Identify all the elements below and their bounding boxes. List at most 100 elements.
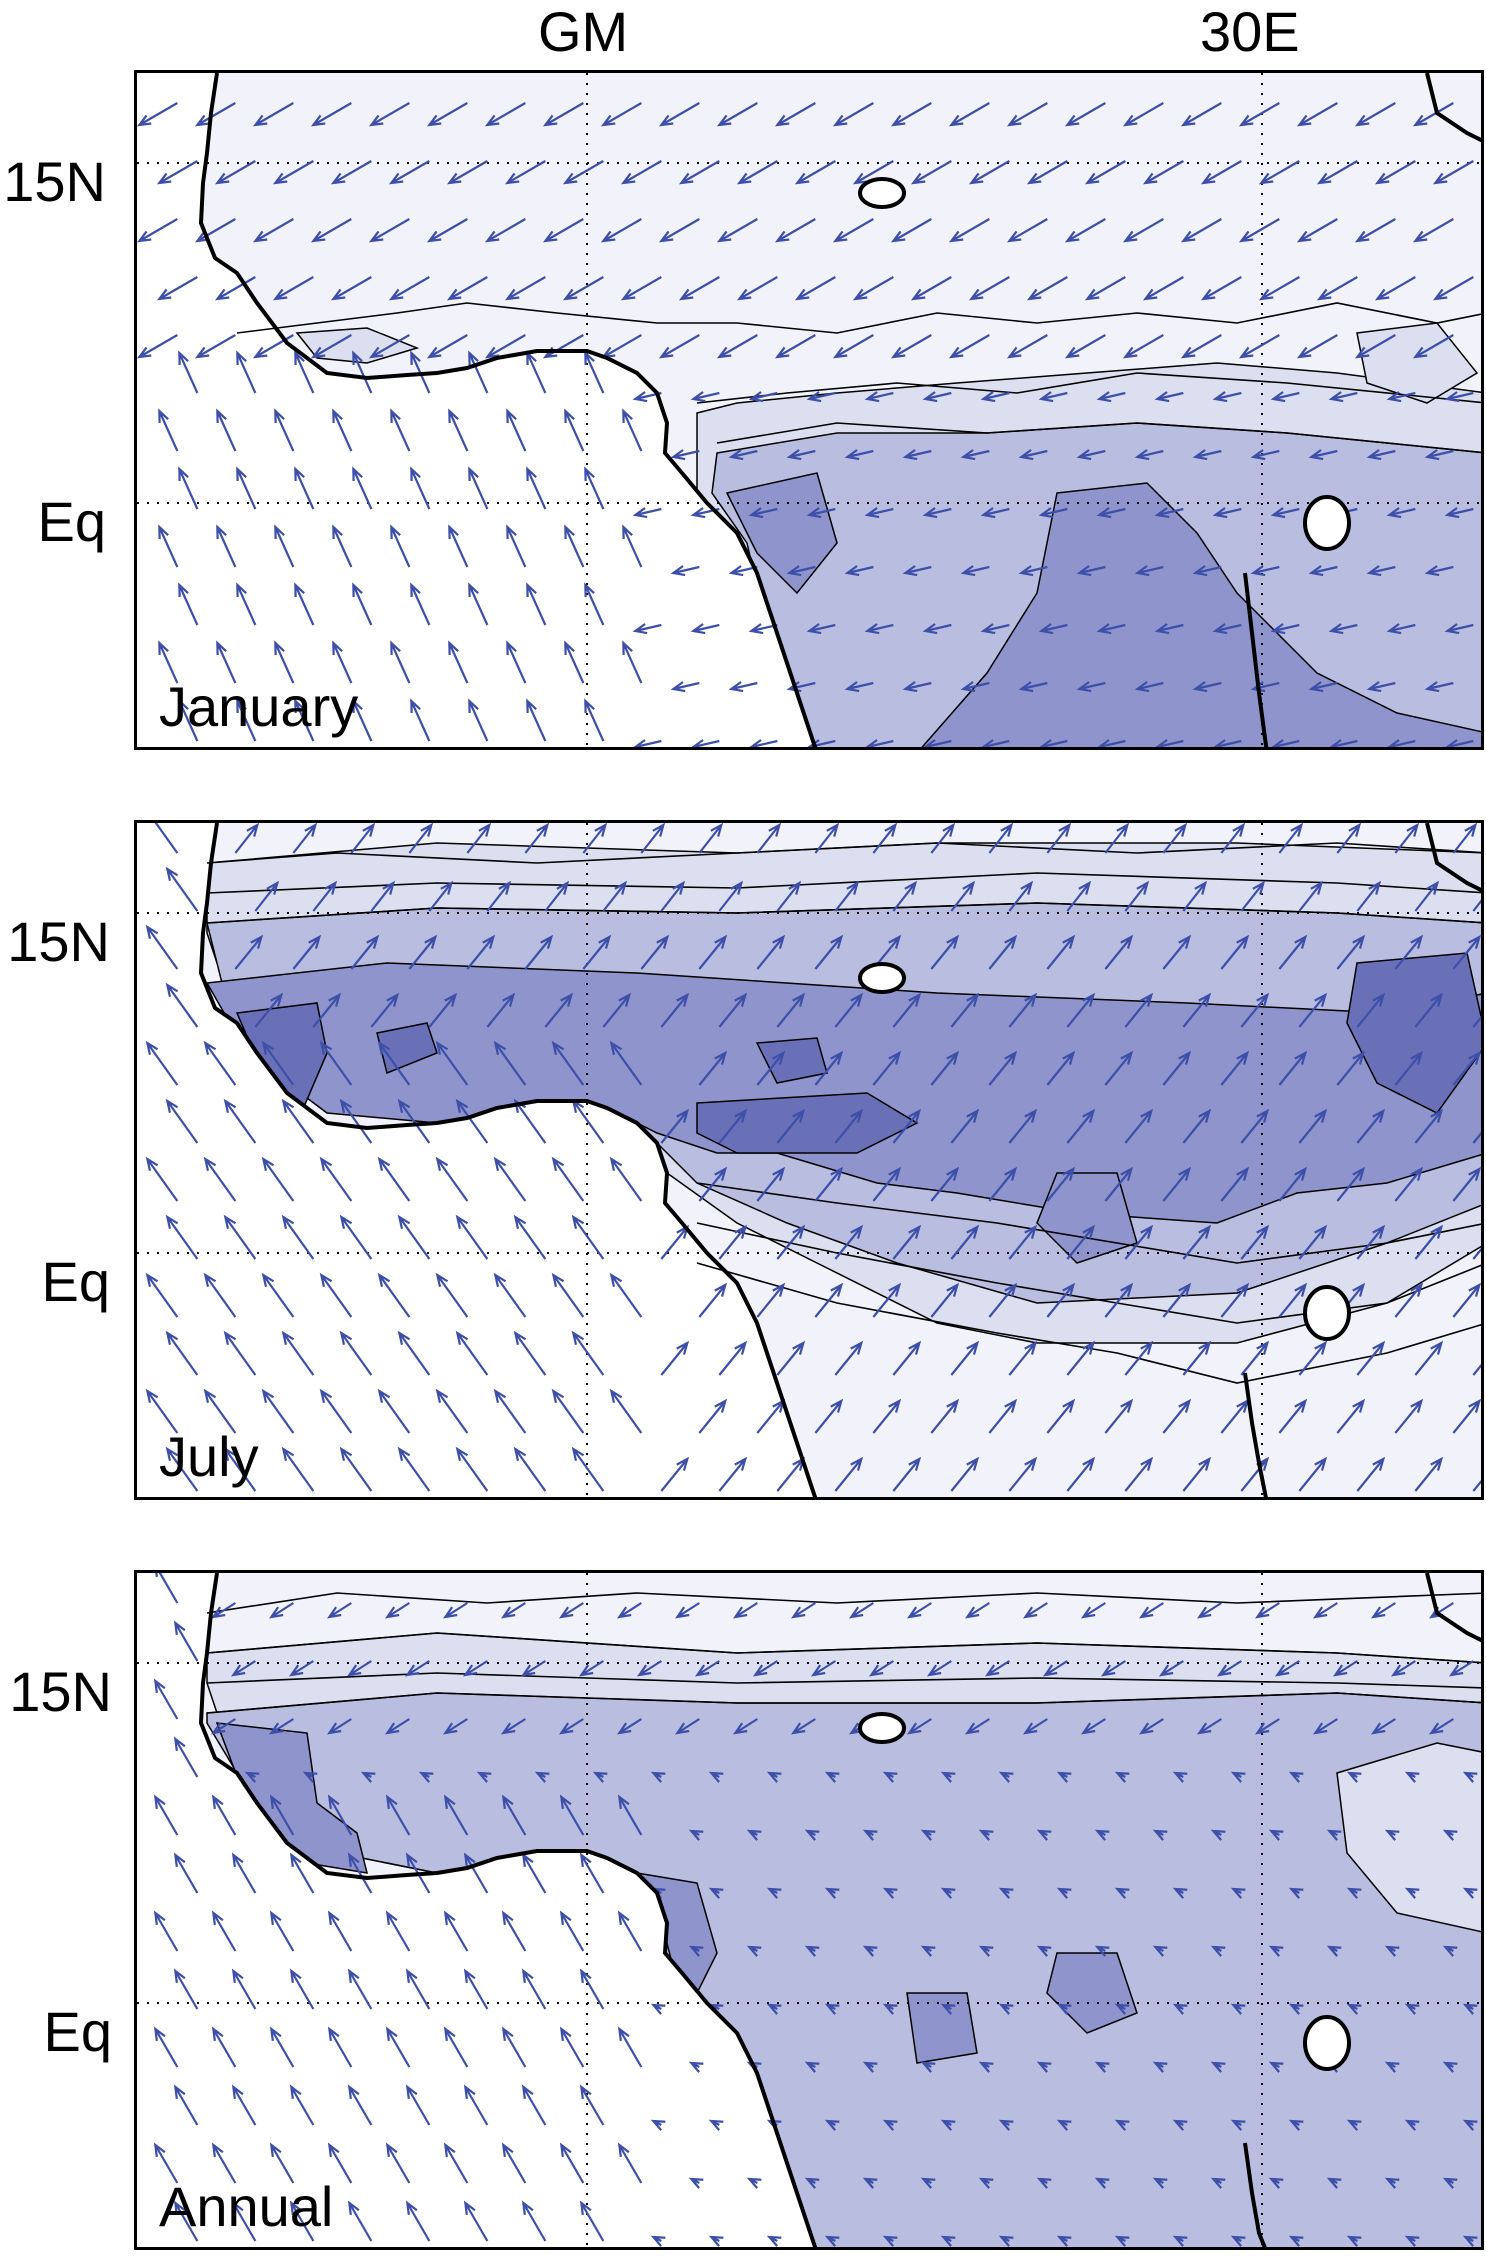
wind-arrow bbox=[732, 1718, 758, 1735]
wind-arrow bbox=[558, 1718, 584, 1735]
wind-arrow bbox=[749, 739, 778, 747]
latitude-label-eq: Eq bbox=[43, 2000, 113, 2063]
wind-arrow bbox=[1026, 276, 1068, 301]
wind-arrow bbox=[347, 1968, 373, 2010]
wind-arrow bbox=[718, 1108, 748, 1144]
wind-arrow bbox=[410, 698, 431, 742]
wind-arrow bbox=[660, 1340, 690, 1376]
wind-arrow bbox=[214, 276, 256, 301]
wind-arrow bbox=[153, 2142, 179, 2184]
wind-arrow bbox=[1018, 449, 1048, 461]
wind-arrow bbox=[1238, 334, 1280, 359]
lake-outline bbox=[1303, 2015, 1351, 2071]
wind-arrow bbox=[1096, 623, 1126, 635]
wind-arrow bbox=[868, 1660, 894, 1677]
wind-arrow bbox=[1142, 276, 1184, 301]
wind-arrow bbox=[1308, 565, 1338, 577]
wind-arrow bbox=[736, 160, 778, 185]
wind-arrow bbox=[384, 1602, 410, 1619]
wind-arrow bbox=[1172, 2235, 1188, 2247]
wind-arrow bbox=[984, 1660, 1010, 1677]
wind-arrow bbox=[1008, 1456, 1038, 1492]
wind-arrow bbox=[1056, 2235, 1072, 2247]
wind-arrow bbox=[1442, 1829, 1458, 1841]
wind-arrow bbox=[814, 934, 844, 970]
wind-arrow bbox=[678, 276, 720, 301]
wind-arrow bbox=[390, 640, 411, 684]
wind-arrow bbox=[1268, 1945, 1284, 1957]
wind-arrow bbox=[882, 2119, 898, 2131]
wind-arrow bbox=[1220, 934, 1250, 970]
wind-arrow bbox=[1213, 739, 1242, 747]
wind-arrow bbox=[281, 1098, 315, 1144]
wind-arrow bbox=[950, 992, 980, 1028]
wind-arrow bbox=[892, 1224, 922, 1260]
contour-line bbox=[206, 1632, 1481, 1664]
wind-arrow bbox=[252, 102, 294, 127]
wind-arrow bbox=[1442, 2177, 1458, 2189]
wind-arrow bbox=[1230, 2003, 1246, 2015]
wind-arrow bbox=[405, 2084, 431, 2126]
wind-arrow bbox=[274, 524, 295, 568]
wind-arrow bbox=[1250, 565, 1280, 577]
wind-arrow bbox=[551, 1272, 585, 1318]
wind-arrow bbox=[562, 276, 604, 301]
wind-arrow bbox=[890, 218, 932, 243]
wind-arrow bbox=[832, 218, 874, 243]
contour-line bbox=[206, 842, 1481, 864]
wind-arrow bbox=[698, 1166, 728, 1202]
wind-arrow bbox=[1296, 102, 1338, 127]
wind-arrow bbox=[542, 218, 584, 243]
wind-arrow bbox=[923, 739, 952, 747]
wind-arrow bbox=[616, 1718, 642, 1735]
wind-arrow bbox=[1452, 1166, 1481, 1202]
wind-arrow bbox=[534, 1771, 550, 1783]
wind-arrow bbox=[609, 1156, 643, 1202]
wind-arrow bbox=[691, 739, 720, 747]
wind-arrow bbox=[455, 1098, 489, 1144]
wind-arrow bbox=[940, 2003, 956, 2015]
wind-arrow bbox=[390, 524, 411, 568]
ocean-area bbox=[137, 823, 815, 1497]
wind-arrow bbox=[766, 2235, 782, 2247]
wind-arrow bbox=[968, 160, 1010, 185]
wind-arrow bbox=[1124, 1224, 1154, 1260]
wind-arrow bbox=[173, 2200, 199, 2242]
wind-arrow bbox=[1238, 218, 1280, 243]
wind-arrow bbox=[834, 1340, 864, 1376]
wind-arrow bbox=[442, 1602, 468, 1619]
wind-arrow bbox=[600, 218, 642, 243]
wind-arrow bbox=[1172, 1887, 1188, 1899]
wind-arrow bbox=[1192, 449, 1222, 461]
wind-arrow bbox=[173, 1736, 199, 1778]
wind-arrow bbox=[165, 1098, 199, 1144]
wind-arrow bbox=[1288, 1887, 1304, 1899]
wind-arrow bbox=[484, 334, 526, 359]
wind-arrow bbox=[1432, 276, 1474, 301]
wind-arrow bbox=[513, 1214, 547, 1260]
wind-arrow bbox=[1384, 1829, 1400, 1841]
wind-arrow bbox=[1104, 934, 1134, 970]
lake-outline bbox=[1303, 495, 1351, 551]
wind-arrow bbox=[1336, 934, 1366, 970]
wind-arrow bbox=[872, 1398, 902, 1434]
wind-arrow bbox=[1180, 334, 1222, 359]
wind-arrow bbox=[1152, 2177, 1168, 2189]
map-july bbox=[137, 823, 1481, 1497]
wind-arrow bbox=[1230, 2119, 1246, 2131]
wind-arrow bbox=[405, 2200, 431, 2242]
wind-arrow bbox=[872, 823, 898, 854]
contour-line bbox=[236, 302, 1481, 334]
wind-arrow bbox=[272, 160, 314, 185]
wind-arrow bbox=[216, 408, 237, 452]
wind-arrow bbox=[1046, 1398, 1076, 1434]
wind-arrow bbox=[1152, 1945, 1168, 1957]
wind-arrow bbox=[650, 2003, 666, 2015]
wind-arrow bbox=[862, 1945, 878, 1957]
wind-arrow bbox=[602, 880, 628, 912]
wind-arrow bbox=[178, 582, 199, 626]
wind-arrow bbox=[312, 992, 342, 1028]
wind-arrow bbox=[810, 1660, 836, 1677]
wind-arrow bbox=[1240, 1224, 1270, 1260]
lake-outline bbox=[858, 177, 906, 209]
